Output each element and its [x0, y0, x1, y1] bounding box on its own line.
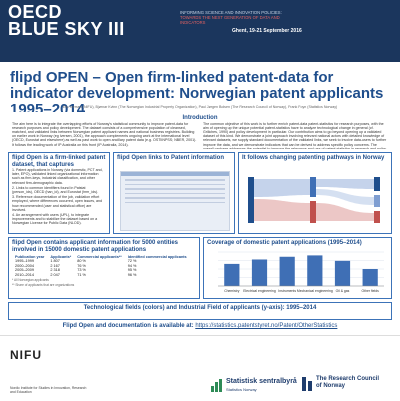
pathways-sankey-diagram: [248, 177, 380, 223]
nifu-subtitle: Nordic Institute for Studies in Innovati…: [10, 386, 87, 394]
technology-panel: Technological fields (colors) and Indust…: [8, 302, 392, 320]
patent-links-panel: flipd Open links to Patent information: [113, 152, 235, 234]
table-note: ** Share of applicants that are organiza…: [12, 283, 75, 288]
table-cell: 2 047: [50, 272, 60, 277]
rcn-line-2: of Norway: [316, 383, 346, 389]
tagline-1: INFORMING SCIENCE AND INNOVATION POLICIE…: [180, 10, 282, 15]
introduction-col-2: The common objective of this work is to …: [203, 121, 387, 150]
coverage-chart-panel: Coverage of domestic patent applications…: [203, 237, 392, 299]
column-header: Commercial applicants**: [77, 255, 122, 259]
footer-text: Flipd Open and documentation is availabl…: [62, 323, 194, 329]
table-cell: 2005–2009: [15, 268, 35, 273]
table-cell: 2010–2014: [15, 272, 35, 277]
table-cell: 73 %: [77, 268, 86, 273]
introduction-panel: Introduction The aim here is to integrat…: [8, 112, 392, 150]
chart-bar: [307, 255, 323, 286]
table-cell: 1995–1999: [15, 259, 35, 264]
firm-linked-item: 1. Patent applications in Norway (via do…: [12, 168, 103, 185]
ssb-name: Statistisk sentralbyrå: [226, 378, 297, 385]
introduction-col-1: The aim here is to integrate the overlap…: [12, 121, 197, 147]
table-cell: 76 %: [77, 263, 86, 268]
table-cell: 95 %: [127, 268, 137, 273]
conference-tagline: INFORMING SCIENCE AND INNOVATION POLICIE…: [180, 10, 300, 25]
firm-linked-item: 2. Links to common identifiers found in …: [12, 185, 99, 195]
pathways-panel: It follows changing patenting pathways i…: [238, 152, 392, 234]
logo-line-1: OECD: [8, 2, 63, 22]
introduction-heading: Introduction: [182, 115, 218, 121]
table-cell: 71 %: [77, 272, 86, 277]
firm-linked-item: 3. Reference documentation of the job, v…: [12, 195, 103, 212]
chart-bar: [251, 259, 268, 286]
x-tick-label: Oil & gas: [336, 289, 350, 293]
table-cell: 2000–2004: [15, 263, 35, 268]
firm-linked-panel: flipd Open is a firm-linked patent datas…: [8, 152, 110, 234]
patent-links-screenshot: [120, 171, 230, 231]
firm-linked-list: 1. Patent applications in Norway (via do…: [12, 168, 106, 226]
poster-authors: Eric Iversen (NIFU), Bjørnar Kvinn (The …: [62, 105, 338, 109]
logo-line-2: BLUE SKY III: [8, 19, 125, 39]
conference-venue: Ghent, 19-21 September 2016: [232, 28, 302, 34]
chart-bar: [224, 263, 240, 286]
entities-panel: flipd Open contains applicant informatio…: [8, 237, 200, 299]
x-tick-label: Mechanical engineering: [297, 289, 333, 293]
table-cell: 80 %: [77, 259, 86, 264]
chart-bar: [279, 256, 295, 286]
table-cell: 94 %: [127, 263, 137, 268]
table-cell: 2 167: [50, 263, 60, 268]
x-tick-label: Instruments: [278, 289, 296, 293]
table-row: 1995–1999 1 807 80 % 72 %: [12, 259, 190, 263]
table-row: 2000–2004 2 167 76 % 94 %: [12, 264, 190, 268]
firm-linked-item: 4. An arrangement with users (UPL), to i…: [12, 213, 98, 226]
x-tick-label: Electrical engineering: [243, 289, 276, 293]
table-row: 2005–2009 2 318 73 % 95 %: [12, 268, 190, 272]
table-cell: 96 %: [127, 272, 137, 277]
entities-heading: flipd Open contains applicant informatio…: [12, 240, 179, 253]
nifu-logo: NIFU: [10, 348, 42, 362]
chart-bar: [362, 269, 378, 286]
chart-bar: [334, 260, 351, 286]
technology-heading: Technological fields (colors) and Indust…: [83, 305, 317, 311]
coverage-bar-chart: Chemistry Electrical engineering Instrumen…: [218, 251, 384, 293]
partner-logos: NIFU Nordic Institute for Studies in Inn…: [0, 335, 400, 401]
table-header-row: Publication year Applicants* Commercial …: [12, 255, 190, 259]
tagline-2: TOWARDS THE NEXT GENERATION OF DATA AND …: [180, 15, 280, 25]
table-cell: 1 807: [50, 259, 60, 264]
table-note: * All Norwegian applicants: [12, 278, 49, 283]
rcn-logo-text: The Research Council of Norway: [316, 376, 398, 390]
poster-header: OECD BLUE SKY III INFORMING SCIENCE AND …: [0, 0, 400, 62]
column-header: Publication year: [15, 255, 45, 259]
ssb-logo-icon: [211, 379, 222, 392]
oecd-blue-sky-logo: OECD BLUE SKY III: [8, 2, 125, 39]
rcn-logo-icon: [302, 377, 312, 391]
x-tick-label: Chemistry: [224, 289, 240, 293]
ssb-english: Statistics Norway: [226, 387, 257, 392]
column-header: Applicants*: [50, 255, 72, 259]
chart-title: Coverage of domestic patent applications…: [207, 240, 362, 246]
pathways-heading: It follows changing patenting pathways i…: [242, 155, 385, 161]
table-cell: 72 %: [127, 259, 137, 264]
table-row: 2010–2014 2 047 71 % 96 %: [12, 273, 190, 277]
rcn-line-1: The Research Council: [316, 376, 380, 382]
table-cell: 2 318: [50, 268, 60, 273]
column-header: Identified commercial applicants: [127, 255, 187, 259]
patent-links-heading: flipd Open links to Patent information: [117, 155, 225, 161]
x-tick-label: Other fields: [361, 289, 379, 293]
documentation-link[interactable]: https://statistics.patentstyret.no/Paten…: [195, 323, 338, 329]
footer-availability: Flipd Open and documentation is availabl…: [0, 323, 400, 331]
entities-table: Publication year Applicants* Commercial …: [12, 255, 190, 277]
poster-title: flipd OPEN – Open firm-linked patent-dat…: [10, 69, 384, 118]
firm-linked-heading: flipd Open is a firm-linked patent datas…: [12, 155, 106, 168]
